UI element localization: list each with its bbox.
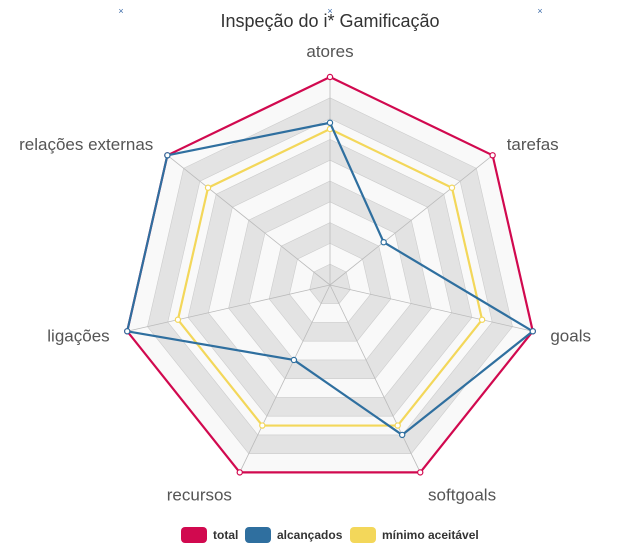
legend-swatch-minimo-aceitavel <box>350 527 376 543</box>
series-point-1-3[interactable] <box>399 431 406 439</box>
legend-item-total[interactable]: total <box>181 527 238 543</box>
series-point-0-0[interactable] <box>326 73 334 81</box>
series-line-2 <box>176 127 484 427</box>
chart-title: Inspeção do i* Gamificação <box>220 11 439 31</box>
axis-label-0: atores <box>306 42 353 61</box>
axis-label-4: recursos <box>167 486 232 505</box>
spoke-4 <box>239 284 331 473</box>
series-point-2-6[interactable] <box>204 184 212 191</box>
radar-series <box>124 73 536 476</box>
series-point-0-1[interactable] <box>489 152 496 159</box>
series-point-2-4[interactable] <box>259 422 266 429</box>
spoke-1 <box>329 154 493 286</box>
axis-label-2: goals <box>550 326 591 345</box>
legend-swatch-alcancados <box>245 527 271 543</box>
close-mark-center: × <box>327 6 332 16</box>
legend-label-total: total <box>213 528 238 542</box>
axis-label-6: relações externas <box>19 135 153 154</box>
series-point-1-2[interactable] <box>529 328 536 335</box>
legend-swatch-total <box>181 527 207 543</box>
legend-label-alcancados: alcançados <box>277 528 343 542</box>
series-point-0-3[interactable] <box>417 469 424 476</box>
axis-label-3: softgoals <box>428 486 496 505</box>
series-point-1-4[interactable] <box>290 356 298 364</box>
axis-labels: atores tarefas goals softgoals recursos ligaç… <box>19 42 591 505</box>
series-point-0-4[interactable] <box>236 469 243 476</box>
spoke-6 <box>167 154 331 286</box>
series-point-2-2[interactable] <box>478 316 486 323</box>
axis-label-1: tarefas <box>507 135 559 154</box>
series-line-1 <box>126 121 534 437</box>
series-point-1-5[interactable] <box>124 328 131 335</box>
series-point-1-6[interactable] <box>164 152 171 159</box>
legend: total alcançados mínimo aceitável <box>181 527 479 543</box>
legend-item-alcancados[interactable]: alcançados <box>245 527 343 543</box>
series-point-2-1[interactable] <box>448 184 456 191</box>
series-point-1-0[interactable] <box>326 119 334 126</box>
legend-label-minimo-aceitavel: mínimo aceitável <box>382 528 479 542</box>
series-point-2-5[interactable] <box>174 316 182 323</box>
spoke-3 <box>329 284 421 473</box>
spoke-5 <box>127 284 331 332</box>
legend-item-minimo-aceitavel[interactable]: mínimo aceitável <box>350 527 479 543</box>
series-point-1-1[interactable] <box>380 238 387 246</box>
close-mark-left: × <box>118 6 123 16</box>
close-mark-right: × <box>537 6 542 16</box>
spoke-2 <box>329 284 533 332</box>
radar-spokes <box>127 77 533 473</box>
axis-label-5: ligações <box>47 326 109 345</box>
series-point-2-3[interactable] <box>394 422 401 429</box>
